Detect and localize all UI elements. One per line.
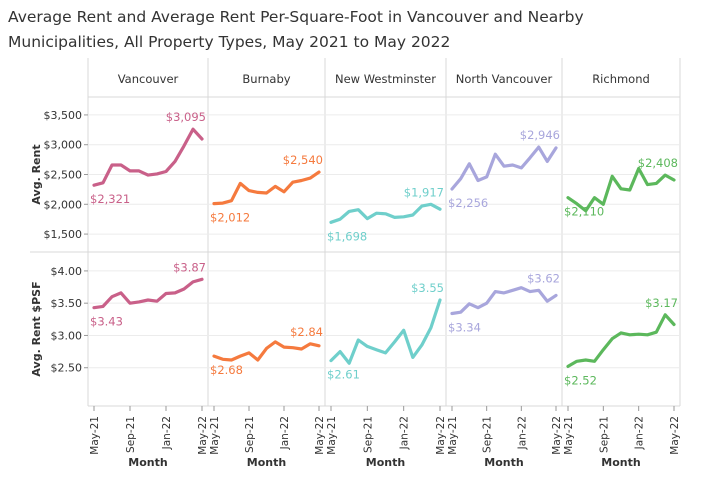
chart-title-line-1: Average Rent and Average Rent Per-Square… [8, 8, 584, 26]
panel-header-new-westminster: New Westminster [335, 72, 436, 86]
data-label-first: $2.52 [564, 373, 597, 387]
x-tick-label: Sep-21 [598, 416, 610, 453]
data-label-last: $2.84 [290, 325, 323, 339]
data-label-first: $1,698 [327, 229, 367, 243]
x-tick-label: May-21 [447, 416, 459, 455]
x-axis-title: Month [366, 456, 405, 469]
x-tick-label: May-21 [326, 416, 338, 455]
y-tick-label: $3.00 [51, 329, 83, 342]
y-tick-label: $2,000 [44, 198, 83, 211]
x-tick-label: Jan-22 [634, 416, 646, 450]
series-line-new-westminster-avg-rent-psf [329, 298, 442, 365]
x-tick-label: Sep-21 [482, 416, 494, 453]
series-line-north-vancouver-avg-rent-psf [450, 286, 558, 316]
panel-header-burnaby: Burnaby [242, 72, 290, 86]
y-tick-label: $3,500 [44, 109, 83, 122]
data-label-last: $3.62 [527, 271, 560, 285]
data-label-last: $3.55 [411, 281, 444, 295]
data-label-last: $2,408 [638, 156, 678, 170]
series-line-new-westminster-avg-rent [329, 202, 442, 224]
data-label-first: $2,256 [448, 196, 488, 210]
x-tick-label: Jan-22 [279, 416, 291, 450]
x-tick-label: May-22 [669, 416, 681, 455]
x-axis-title: Month [484, 456, 523, 469]
data-label-last: $3.17 [645, 296, 678, 310]
x-tick-label: May-21 [563, 416, 575, 455]
x-tick-label: Jan-22 [516, 416, 528, 450]
data-label-last: $3,095 [166, 110, 206, 124]
data-label-first: $2,012 [210, 211, 250, 225]
series-line-burnaby-avg-rent [212, 170, 321, 206]
x-tick-label: Sep-21 [125, 416, 137, 453]
chart-title-line-2: Municipalities, All Property Types, May … [8, 33, 451, 51]
data-label-first: $3.34 [448, 321, 481, 335]
x-axis-title: Month [601, 456, 640, 469]
y-axis-title-avg-rent: Avg. Rent [30, 144, 43, 204]
x-tick-label: May-21 [89, 416, 101, 455]
data-label-last: $2,540 [283, 153, 323, 167]
x-axis-title: Month [247, 456, 286, 469]
x-tick-label: May-22 [551, 416, 563, 455]
x-tick-label: Sep-21 [362, 416, 374, 453]
y-axis-title-avg-rent-psf: Avg. Rent $PSF [30, 281, 43, 376]
data-label-first: $2.68 [210, 363, 243, 377]
series-line-richmond-avg-rent [566, 166, 676, 213]
panel-header-north-vancouver: North Vancouver [456, 72, 553, 86]
data-label-last: $1,917 [404, 185, 444, 199]
x-tick-label: May-22 [197, 416, 209, 455]
panel-header-richmond: Richmond [592, 72, 650, 86]
y-tick-label: $3,000 [44, 139, 83, 152]
data-label-first: $2,110 [564, 205, 604, 219]
y-tick-label: $2,500 [44, 169, 83, 182]
y-tick-label: $1,500 [44, 228, 83, 241]
series-line-richmond-avg-rent-psf [566, 313, 676, 368]
data-label-last: $3.87 [173, 260, 206, 274]
x-axis-title: Month [128, 456, 167, 469]
series-line-vancouver-avg-rent-psf [92, 277, 204, 310]
x-tick-label: Sep-21 [244, 416, 256, 453]
data-label-first: $2,321 [90, 192, 130, 206]
y-tick-label: $2.50 [51, 362, 83, 375]
data-label-last: $2,946 [520, 128, 560, 142]
series-line-burnaby-avg-rent-psf [212, 340, 321, 362]
x-tick-label: May-22 [435, 416, 447, 455]
data-label-first: $3.43 [90, 315, 123, 329]
x-tick-label: Jan-22 [161, 416, 173, 450]
x-tick-label: May-21 [209, 416, 221, 455]
x-tick-label: Jan-22 [399, 416, 411, 450]
panel-header-vancouver: Vancouver [118, 72, 179, 86]
series-line-north-vancouver-avg-rent [450, 145, 558, 191]
series-line-vancouver-avg-rent [92, 127, 204, 187]
y-tick-label: $3.50 [51, 297, 83, 310]
x-tick-label: May-22 [314, 416, 326, 455]
data-label-first: $2.61 [327, 368, 360, 382]
y-tick-label: $4.00 [51, 265, 83, 278]
